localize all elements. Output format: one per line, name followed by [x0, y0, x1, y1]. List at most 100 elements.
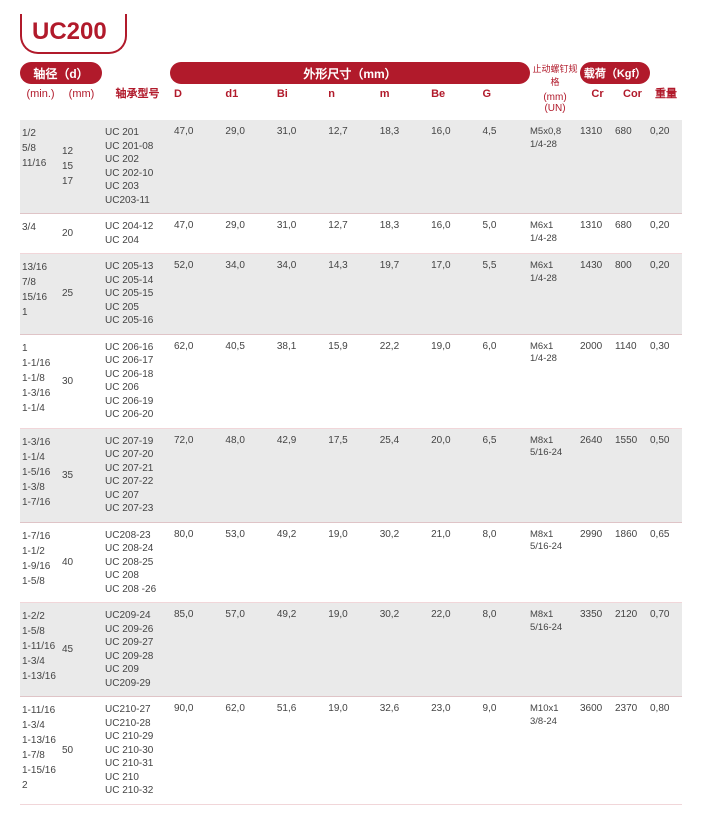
header-weight: 重量 — [650, 62, 682, 114]
cell-Bi: 49,2 — [273, 609, 324, 620]
cell-screw: M10x1 3/8-24 — [530, 703, 580, 798]
table-header: 轴径（d） (min.) (mm) 轴承型号 外形尺寸（mm） Dd1BinmB… — [20, 62, 682, 114]
cell-weight: 0,20 — [650, 126, 682, 207]
cell-Be: 23,0 — [427, 703, 478, 714]
cell-D: 52,0 — [170, 260, 221, 271]
header-dim-col: m — [376, 88, 427, 100]
cell-cor: 680 — [615, 126, 650, 207]
header-dim-col: G — [479, 88, 530, 100]
page: UC200 轴径（d） (min.) (mm) 轴承型号 外形尺寸（mm） Dd… — [0, 0, 702, 819]
header-model: 轴承型号 — [105, 62, 170, 114]
cell-mm: 50 — [62, 703, 105, 798]
cell-min: 1-7/16 1-1/2 1-9/16 1-5/8 — [20, 529, 62, 597]
cell-model: UC 205-13 UC 205-14 UC 205-15 UC 205 UC … — [105, 260, 170, 328]
cell-weight: 0,20 — [650, 220, 682, 247]
cell-model: UC 204-12 UC 204 — [105, 220, 170, 247]
cell-D: 85,0 — [170, 609, 221, 620]
cell-n: 12,7 — [324, 126, 375, 137]
cell-screw: M8x1 5/16-24 — [530, 609, 580, 690]
cell-cor: 1550 — [615, 435, 650, 516]
cell-n: 19,0 — [324, 529, 375, 540]
table-row: 3/420UC 204-12 UC 20447,029,031,012,718,… — [20, 214, 682, 254]
table-row: 1/2 5/8 11/1612 15 17UC 201 UC 201-08 UC… — [20, 120, 682, 214]
cell-G: 5,0 — [479, 220, 530, 231]
cell-dimensions: 72,048,042,917,525,420,06,5 — [170, 435, 530, 516]
table-row: 1-11/16 1-3/4 1-13/16 1-7/8 1-15/16 250U… — [20, 697, 682, 805]
cell-cr: 1310 — [580, 220, 615, 247]
cell-d1: 48,0 — [221, 435, 272, 446]
cell-Bi: 31,0 — [273, 126, 324, 137]
cell-dimensions: 80,053,049,219,030,221,08,0 — [170, 529, 530, 597]
cell-dimensions: 52,034,034,014,319,717,05,5 — [170, 260, 530, 328]
header-shaft-diameter: 轴径（d） — [20, 62, 102, 84]
cell-min: 1/2 5/8 11/16 — [20, 126, 62, 207]
cell-cor: 2370 — [615, 703, 650, 798]
cell-d1: 62,0 — [221, 703, 272, 714]
cell-n: 12,7 — [324, 220, 375, 231]
cell-cr: 2990 — [580, 529, 615, 597]
cell-cr: 1430 — [580, 260, 615, 328]
cell-dimensions: 90,062,051,619,032,623,09,0 — [170, 703, 530, 798]
cell-G: 6,0 — [479, 341, 530, 352]
cell-dimensions: 62,040,538,115,922,219,06,0 — [170, 341, 530, 422]
cell-cor: 800 — [615, 260, 650, 328]
header-screw-label: 止动螺钉规格 — [530, 62, 580, 88]
series-title: UC200 — [20, 14, 127, 54]
cell-cr: 1310 — [580, 126, 615, 207]
cell-D: 47,0 — [170, 126, 221, 137]
cell-cr: 2000 — [580, 341, 615, 422]
header-dim-col: n — [324, 88, 375, 100]
cell-Be: 16,0 — [427, 126, 478, 137]
cell-Bi: 51,6 — [273, 703, 324, 714]
cell-cor: 1140 — [615, 341, 650, 422]
cell-D: 47,0 — [170, 220, 221, 231]
cell-D: 62,0 — [170, 341, 221, 352]
cell-min: 1-2/2 1-5/8 1-11/16 1-3/4 1-13/16 — [20, 609, 62, 690]
cell-G: 8,0 — [479, 609, 530, 620]
cell-Be: 16,0 — [427, 220, 478, 231]
cell-n: 19,0 — [324, 609, 375, 620]
cell-cr: 3350 — [580, 609, 615, 690]
cell-m: 30,2 — [376, 609, 427, 620]
cell-min: 1-11/16 1-3/4 1-13/16 1-7/8 1-15/16 2 — [20, 703, 62, 798]
cell-dimensions: 47,029,031,012,718,316,05,0 — [170, 220, 530, 247]
cell-model: UC209-24 UC 209-26 UC 209-27 UC 209-28 U… — [105, 609, 170, 690]
cell-model: UC 207-19 UC 207-20 UC 207-21 UC 207-22 … — [105, 435, 170, 516]
cell-Be: 17,0 — [427, 260, 478, 271]
cell-screw: M6x1 1/4-28 — [530, 260, 580, 328]
header-load-col: Cr — [580, 88, 615, 100]
cell-weight: 0,50 — [650, 435, 682, 516]
cell-cr: 2640 — [580, 435, 615, 516]
cell-d1: 53,0 — [221, 529, 272, 540]
header-min-label: (min.) — [20, 88, 61, 100]
table-row: 1-7/16 1-1/2 1-9/16 1-5/840UC208-23 UC 2… — [20, 523, 682, 604]
cell-n: 15,9 — [324, 341, 375, 352]
cell-mm: 25 — [62, 260, 105, 328]
cell-cr: 3600 — [580, 703, 615, 798]
cell-m: 19,7 — [376, 260, 427, 271]
cell-Be: 19,0 — [427, 341, 478, 352]
cell-dimensions: 85,057,049,219,030,222,08,0 — [170, 609, 530, 690]
cell-weight: 0,70 — [650, 609, 682, 690]
header-dim-col: D — [170, 88, 221, 100]
cell-screw: M6x1 1/4-28 — [530, 341, 580, 422]
table-row: 13/16 7/8 15/16 125UC 205-13 UC 205-14 U… — [20, 254, 682, 335]
cell-mm: 12 15 17 — [62, 126, 105, 207]
cell-G: 4,5 — [479, 126, 530, 137]
header-dimensions: 外形尺寸（mm） — [170, 62, 530, 84]
header-load-labels: CrCor — [580, 88, 650, 100]
cell-mm: 45 — [62, 609, 105, 690]
header-dim-col: Bi — [273, 88, 324, 100]
cell-screw: M8x1 5/16-24 — [530, 529, 580, 597]
table-row: 1-2/2 1-5/8 1-11/16 1-3/4 1-13/1645UC209… — [20, 603, 682, 697]
cell-m: 30,2 — [376, 529, 427, 540]
cell-n: 19,0 — [324, 703, 375, 714]
cell-weight: 0,30 — [650, 341, 682, 422]
cell-min: 1-3/16 1-1/4 1-5/16 1-3/8 1-7/16 — [20, 435, 62, 516]
cell-weight: 0,20 — [650, 260, 682, 328]
cell-mm: 20 — [62, 220, 105, 247]
cell-m: 18,3 — [376, 220, 427, 231]
cell-m: 22,2 — [376, 341, 427, 352]
cell-d1: 57,0 — [221, 609, 272, 620]
cell-weight: 0,65 — [650, 529, 682, 597]
